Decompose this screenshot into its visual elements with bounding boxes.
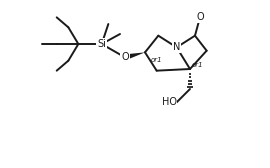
Text: O: O: [121, 52, 129, 62]
Text: N: N: [173, 42, 180, 52]
Polygon shape: [124, 52, 145, 60]
Text: HO: HO: [162, 97, 177, 107]
Text: Si: Si: [97, 39, 106, 49]
Text: O: O: [196, 12, 204, 22]
Text: or1: or1: [192, 62, 203, 68]
Text: or1: or1: [151, 57, 163, 63]
